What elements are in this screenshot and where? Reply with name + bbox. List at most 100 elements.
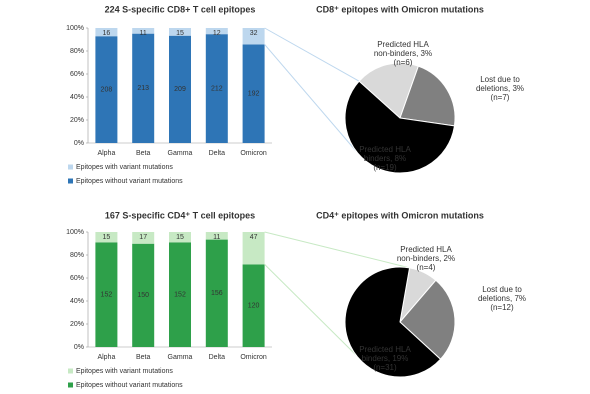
pie-slice bbox=[399, 65, 456, 127]
value-label: 150 bbox=[137, 292, 149, 299]
value-label: 192 bbox=[248, 91, 260, 98]
x-tick-label: Beta bbox=[136, 354, 151, 361]
label-line: deletions, 7% bbox=[478, 294, 526, 303]
legend-swatch bbox=[68, 164, 73, 170]
y-tick-label: 20% bbox=[70, 117, 84, 124]
value-label: 47 bbox=[250, 234, 258, 241]
y-tick-label: 80% bbox=[70, 48, 84, 55]
value-label: 11 bbox=[140, 30, 147, 37]
value-label: 11 bbox=[213, 234, 220, 241]
pie-slice bbox=[399, 279, 456, 360]
bar-segment bbox=[132, 232, 155, 244]
chart-title: 167 S-specific CD4⁺ T cell epitopes bbox=[105, 210, 255, 220]
slice-count: (n=19) bbox=[373, 163, 397, 172]
y-tick-label: 0% bbox=[74, 344, 84, 351]
slice-count: (n=6) bbox=[394, 58, 413, 67]
bar-segment bbox=[205, 232, 228, 240]
chart-title: 224 S-specific CD8+ T cell epitopes bbox=[105, 4, 256, 14]
value-label: 32 bbox=[250, 30, 258, 37]
connector bbox=[264, 27, 360, 82]
x-tick-label: Gamma bbox=[168, 150, 193, 157]
bar-segment bbox=[205, 34, 228, 143]
y-tick-label: 60% bbox=[70, 275, 84, 282]
legend-label: Epitopes with variant mutations bbox=[76, 368, 173, 375]
slice-label: Predicted HLA non-binders, 3% bbox=[374, 40, 432, 58]
bar-segment bbox=[169, 28, 191, 36]
x-tick-label: Delta bbox=[209, 150, 225, 157]
bar-segment bbox=[242, 232, 265, 265]
value-label: 156 bbox=[211, 290, 223, 297]
legend-swatch bbox=[68, 382, 73, 388]
x-tick-label: Gamma bbox=[168, 354, 193, 361]
x-tick-label: Delta bbox=[209, 354, 225, 361]
y-tick-label: 100% bbox=[66, 229, 84, 236]
value-label: 16 bbox=[103, 30, 111, 37]
legend-label: Epitopes with variant mutations bbox=[76, 164, 173, 171]
bar-segment bbox=[95, 36, 118, 143]
slice-label: Predicted HLA non-binders, 2% bbox=[397, 245, 455, 263]
label-line: Predicted HLA bbox=[377, 40, 429, 49]
bar-segment bbox=[95, 28, 118, 37]
slice-count: (n=12) bbox=[490, 303, 514, 312]
bar-segment bbox=[242, 44, 265, 143]
value-label: 12 bbox=[213, 30, 221, 37]
slice-count: (n=31) bbox=[373, 363, 397, 372]
x-tick-label: Beta bbox=[136, 150, 151, 157]
bar-segment bbox=[242, 264, 265, 347]
connector bbox=[264, 231, 410, 269]
value-label: 152 bbox=[174, 292, 186, 299]
legend-label: Epitopes without variant mutations bbox=[76, 382, 183, 389]
value-label: 209 bbox=[174, 86, 186, 93]
legend-label: Epitopes without variant mutations bbox=[76, 178, 183, 185]
x-tick-label: Omicron bbox=[240, 150, 267, 157]
y-tick-label: 80% bbox=[70, 252, 84, 259]
connector bbox=[264, 44, 357, 152]
y-tick-label: 40% bbox=[70, 94, 84, 101]
value-label: 120 bbox=[248, 303, 260, 310]
label-line: Lost due to bbox=[480, 75, 520, 84]
bar-segment bbox=[95, 242, 118, 347]
slice-count: (n=4) bbox=[417, 263, 436, 272]
pie-slice bbox=[344, 80, 455, 174]
value-label: 208 bbox=[101, 86, 113, 93]
x-tick-label: Alpha bbox=[97, 150, 115, 157]
value-label: 15 bbox=[103, 234, 111, 241]
x-tick-label: Alpha bbox=[97, 354, 115, 361]
x-tick-label: Omicron bbox=[240, 354, 267, 361]
value-label: 15 bbox=[176, 234, 184, 241]
value-label: 212 bbox=[211, 85, 223, 92]
label-line: Lost due to bbox=[482, 285, 522, 294]
chart-title: CD4⁺ epitopes with Omicron mutations bbox=[316, 210, 484, 220]
y-tick-label: 20% bbox=[70, 321, 84, 328]
y-tick-label: 60% bbox=[70, 71, 84, 78]
connector bbox=[264, 264, 357, 356]
label-line: Predicted HLA bbox=[359, 345, 411, 354]
legend-swatch bbox=[68, 178, 73, 184]
bar-segment bbox=[169, 35, 191, 143]
slice-count: (n=7) bbox=[491, 93, 510, 102]
label-line: non-binders, 2% bbox=[397, 254, 455, 263]
label-line: Predicted HLA bbox=[400, 245, 452, 254]
bar-segment bbox=[95, 232, 118, 243]
bar-segment bbox=[132, 33, 155, 143]
pie-slice bbox=[344, 266, 442, 378]
slice-label: Predicted HLA binders, 8% bbox=[359, 145, 411, 163]
legend-swatch bbox=[68, 368, 73, 374]
chart-title: CD8⁺ epitopes with Omicron mutations bbox=[316, 4, 484, 14]
bar-segment bbox=[205, 239, 228, 347]
label-line: deletions, 3% bbox=[476, 84, 524, 93]
y-tick-label: 40% bbox=[70, 298, 84, 305]
bar-segment bbox=[205, 28, 228, 35]
label-line: binders, 8% bbox=[364, 154, 406, 163]
bar-segment bbox=[132, 243, 155, 347]
label-line: non-binders, 3% bbox=[374, 49, 432, 58]
value-label: 15 bbox=[176, 30, 184, 37]
value-label: 17 bbox=[139, 234, 147, 241]
label-line: binders, 19% bbox=[362, 354, 409, 363]
bar-segment bbox=[132, 28, 155, 34]
bar-segment bbox=[169, 242, 191, 347]
label-line: Predicted HLA bbox=[359, 145, 411, 154]
bar-segment bbox=[169, 232, 191, 243]
y-tick-label: 100% bbox=[66, 25, 84, 32]
